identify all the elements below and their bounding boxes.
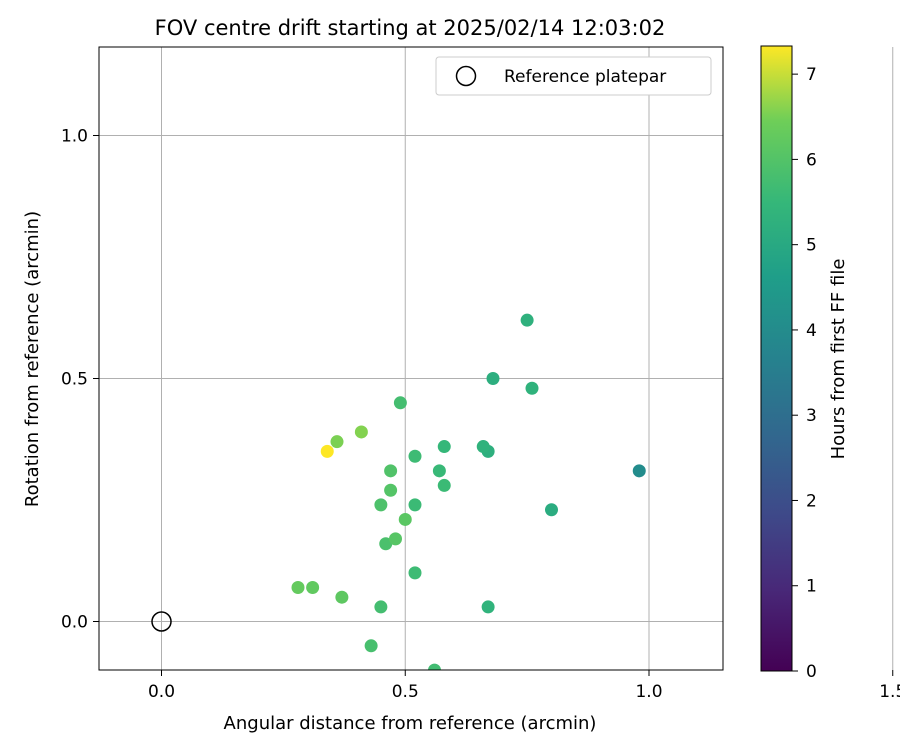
data-point — [355, 425, 368, 438]
data-point — [477, 440, 490, 453]
colorbar-gradient — [761, 46, 792, 671]
data-point — [292, 581, 305, 594]
data-point — [438, 440, 451, 453]
colorbar-tick-label: 5 — [806, 236, 817, 256]
data-point — [482, 600, 495, 613]
colorbar-tick-label: 0 — [806, 662, 817, 682]
data-point — [409, 498, 422, 511]
y-tick-label: 0.5 — [61, 370, 88, 390]
data-point — [433, 464, 446, 477]
data-point — [521, 314, 534, 327]
data-point — [384, 484, 397, 497]
colorbar-tick-label: 4 — [806, 321, 817, 341]
legend: Reference platepar — [436, 57, 711, 95]
x-tick-label: 1.0 — [635, 682, 662, 702]
y-axis-label: Rotation from reference (arcmin) — [22, 211, 43, 507]
data-point — [399, 513, 412, 526]
chart-title: FOV centre drift starting at 2025/02/14 … — [155, 16, 666, 40]
data-point — [545, 503, 558, 516]
data-point — [365, 639, 378, 652]
data-point — [526, 382, 539, 395]
data-point — [438, 479, 451, 492]
data-point — [389, 532, 402, 545]
y-tick-label: 1.0 — [61, 127, 88, 147]
data-point — [384, 464, 397, 477]
colorbar-tick-label: 2 — [806, 491, 817, 511]
data-point — [633, 464, 646, 477]
colorbar-tick-label: 1 — [806, 577, 817, 597]
data-point — [409, 450, 422, 463]
data-point — [306, 581, 319, 594]
data-point — [487, 372, 500, 385]
colorbar-tick-label: 3 — [806, 406, 817, 426]
y-tick-label: 0.0 — [61, 613, 88, 633]
x-tick-label: 0.0 — [148, 682, 175, 702]
data-point — [394, 396, 407, 409]
legend-label: Reference platepar — [504, 67, 666, 87]
data-point — [374, 600, 387, 613]
data-point — [335, 591, 348, 604]
colorbar-label: Hours from first FF file — [828, 259, 849, 460]
x-tick-label: 1.5 — [879, 682, 900, 702]
data-point — [374, 498, 387, 511]
data-point — [409, 566, 422, 579]
data-point — [321, 445, 334, 458]
colorbar-tick-label: 7 — [806, 65, 817, 85]
x-tick-label: 0.5 — [392, 682, 419, 702]
x-axis-label: Angular distance from reference (arcmin) — [224, 713, 597, 734]
colorbar-tick-label: 6 — [806, 150, 817, 170]
data-point — [331, 435, 344, 448]
